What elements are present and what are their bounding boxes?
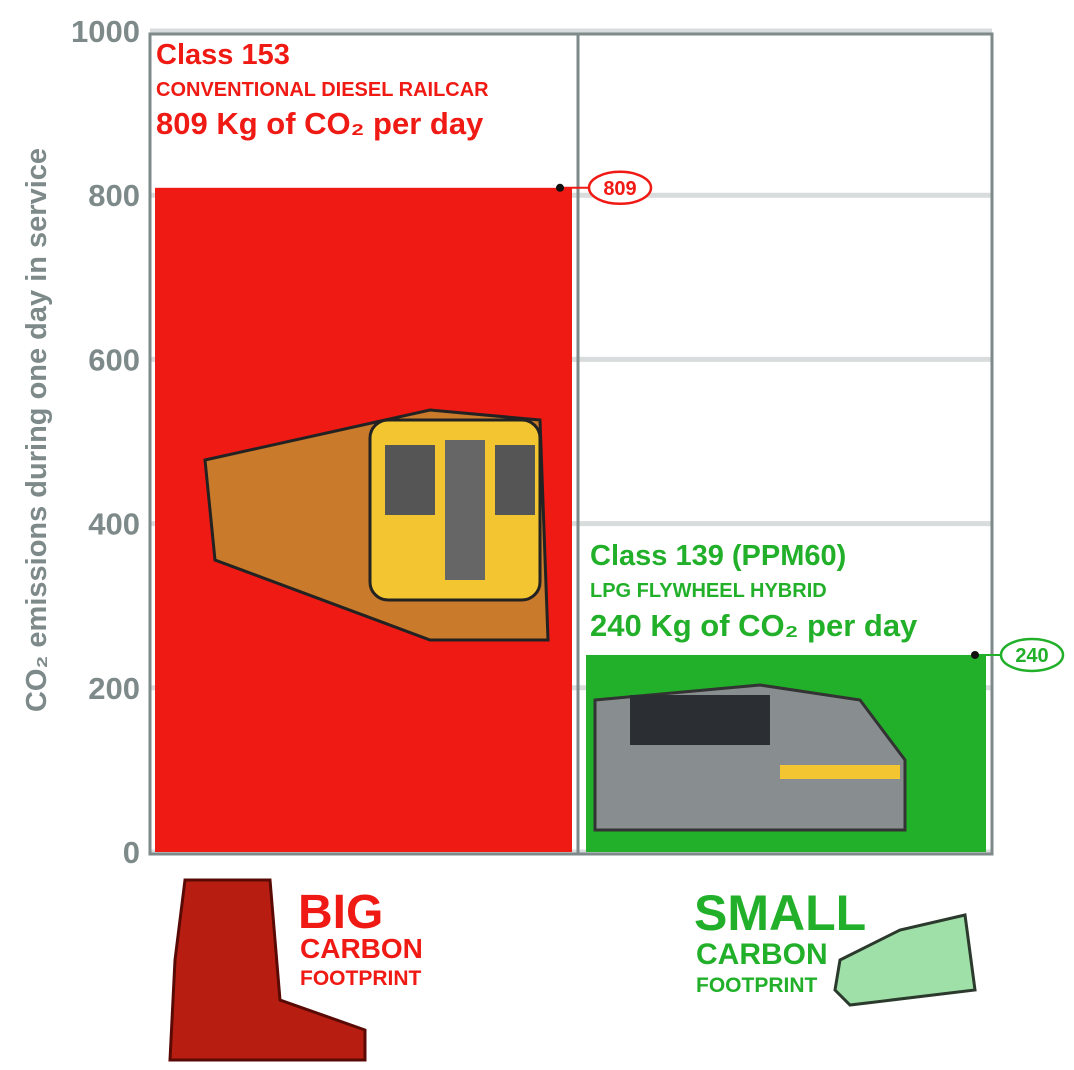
y-tick-label: 800 [88,178,140,213]
footprint-text: SMALL [694,885,866,941]
bar-title: Class 139 (PPM60) [590,540,846,572]
y-tick-label: 400 [88,507,140,542]
hybrid-railcar-illustration [595,685,905,830]
callout-dot [971,651,979,659]
bar-emission-text: 809 Kg of CO₂ per day [156,106,484,141]
y-tick-label: 600 [88,342,140,377]
value-label: 240 [1015,645,1048,667]
footprint-text: CARBON [696,938,828,971]
chart: CO₂ emissions during one day in service … [0,0,1074,1070]
y-tick-label: 1000 [71,14,140,49]
y-tick-label: 200 [88,671,140,706]
footprint-text: BIG [298,886,383,939]
y-tick-label: 0 [123,835,140,870]
footprint-text: FOOTPRINT [696,974,817,997]
value-label: 809 [603,178,636,200]
footprint-text: CARBON [300,933,423,964]
bar-title: Class 153 [156,39,290,71]
callout-dot [556,184,564,192]
bar-description: CONVENTIONAL DIESEL RAILCAR [156,79,489,101]
bar-emission-text: 240 Kg of CO₂ per day [590,608,918,643]
bar-description: LPG FLYWHEEL HYBRID [590,580,827,602]
y-axis-label: CO₂ emissions during one day in service [21,148,53,712]
footprint-text: FOOTPRINT [300,967,421,990]
